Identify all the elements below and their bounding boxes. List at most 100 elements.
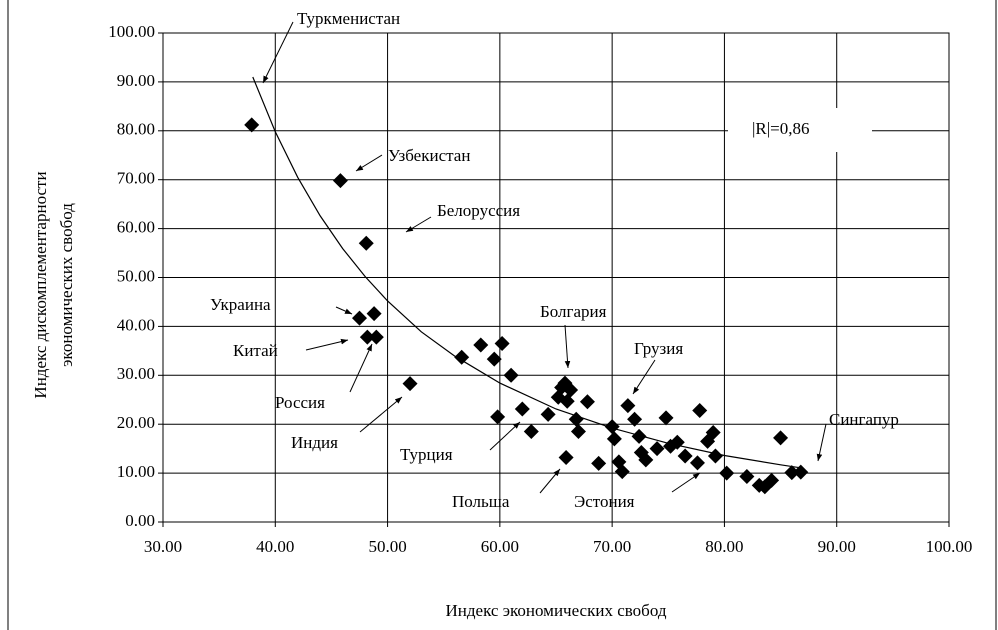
r-box (728, 108, 872, 152)
point (473, 337, 489, 353)
point (773, 430, 789, 446)
y-tick-label: 40.00 (117, 315, 155, 334)
point (244, 117, 260, 133)
point (486, 351, 502, 367)
annotation: Болгария (540, 302, 607, 321)
arrow (355, 154, 383, 172)
point (719, 465, 735, 481)
arrow (632, 359, 656, 395)
arrow (305, 338, 349, 351)
point (649, 441, 665, 457)
point (503, 367, 519, 383)
point (540, 406, 556, 422)
annotation: Китай (233, 341, 278, 360)
arrow (539, 468, 561, 494)
arrow (816, 423, 827, 462)
point (454, 349, 470, 365)
trend-line (252, 76, 804, 469)
arrow (335, 306, 353, 315)
y-tick-label: 80.00 (117, 120, 155, 139)
x-tick-label: 60.00 (481, 537, 519, 556)
point (563, 382, 579, 398)
annotation: Грузия (634, 339, 683, 358)
x-tick-label: 30.00 (144, 537, 182, 556)
point (677, 448, 693, 464)
y-tick-label: 90.00 (117, 71, 155, 90)
arrow (405, 216, 432, 233)
y-tick-label: 0.00 (125, 511, 155, 530)
point (784, 465, 800, 481)
marks (244, 76, 809, 495)
x-tick-label: 50.00 (368, 537, 406, 556)
annotation: Белоруссия (437, 201, 520, 220)
point (739, 469, 755, 485)
point (490, 409, 506, 425)
grid (158, 32, 950, 527)
point (705, 425, 721, 441)
point (559, 393, 575, 409)
point (707, 448, 723, 464)
annotation: Индия (291, 433, 338, 452)
x-tick-label: 70.00 (593, 537, 631, 556)
arrow (564, 324, 571, 369)
annotation: Эстония (574, 492, 635, 511)
arrow (349, 343, 373, 393)
x-tick-label: 40.00 (256, 537, 294, 556)
annotation: Россия (275, 393, 325, 412)
y-tick-label: 70.00 (117, 169, 155, 188)
point (606, 431, 622, 447)
x-tick-label: 90.00 (818, 537, 856, 556)
point (669, 434, 685, 450)
point (332, 173, 348, 189)
annotation: |R|=0,86 (752, 119, 809, 138)
point (591, 455, 607, 471)
x-tick-label: 80.00 (705, 537, 743, 556)
y-tick-label: 20.00 (117, 413, 155, 432)
plot-area (162, 32, 950, 523)
point (614, 464, 630, 480)
annotation: Польша (452, 492, 510, 511)
point (568, 411, 584, 427)
y-tick-label: 100.00 (108, 22, 155, 41)
point (494, 336, 510, 352)
y-axis-title: Индекс дискомплементарности (31, 171, 50, 398)
arrow (359, 396, 403, 433)
annotation: Туркменистан (297, 9, 400, 28)
point (764, 472, 780, 488)
annotation: Сингапур (829, 410, 899, 429)
y-tick-label: 10.00 (117, 462, 155, 481)
point (359, 329, 375, 345)
arrow (489, 421, 521, 451)
point (638, 452, 654, 468)
point (514, 401, 530, 417)
annotations: Туркменистан Узбекистан Белоруссия Украи… (210, 9, 899, 511)
point (352, 310, 367, 326)
point (402, 376, 418, 392)
point (793, 464, 809, 480)
annotation: Украина (210, 295, 271, 314)
x-tick-label: 100.00 (926, 537, 973, 556)
frame (7, 0, 997, 630)
x-axis-title: Индекс экономических свобод (446, 601, 667, 620)
point (570, 424, 586, 440)
point (658, 410, 674, 426)
point (689, 455, 705, 471)
annotation: Турция (400, 445, 453, 464)
arrow (262, 21, 294, 84)
point (366, 306, 382, 322)
point (631, 428, 647, 444)
point (523, 424, 539, 440)
point (579, 394, 595, 410)
arrow (671, 472, 701, 493)
point (558, 449, 574, 465)
y-axis-title: экономических свобод (57, 203, 76, 367)
point (604, 419, 620, 435)
point (627, 411, 643, 427)
point (368, 329, 384, 345)
y-tick-label: 60.00 (117, 218, 155, 237)
point (692, 403, 708, 419)
point (358, 235, 374, 251)
annotation: Узбекистан (388, 146, 470, 165)
y-tick-label: 30.00 (117, 364, 155, 383)
